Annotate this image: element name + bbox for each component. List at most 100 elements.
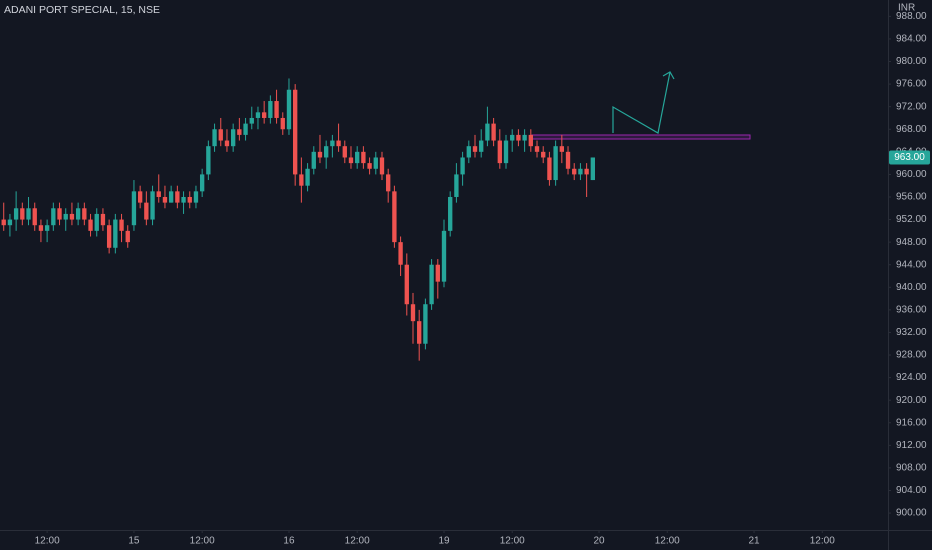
candle-body: [299, 174, 304, 186]
candle-body: [286, 89, 292, 130]
y-tick-label: 948.00: [896, 237, 927, 248]
candle-body: [100, 213, 106, 226]
candle-body: [330, 140, 335, 147]
candle-body: [534, 146, 540, 152]
candle-body: [125, 230, 130, 243]
candle-body: [63, 213, 68, 220]
x-tick-label: 21: [748, 536, 760, 547]
y-tick-label: 916.00: [896, 417, 927, 428]
candle-body: [181, 196, 186, 203]
last-price-badge: [889, 150, 930, 165]
candle-body: [317, 151, 323, 158]
candle-body: [44, 225, 50, 231]
candle-body: [243, 123, 248, 135]
candle-body: [572, 168, 577, 175]
x-tick-label: 12:00: [35, 536, 60, 547]
y-tick-label: 984.00: [896, 34, 927, 45]
candle-body: [361, 151, 366, 164]
candle-body: [547, 157, 552, 181]
x-tick-label: 15: [128, 536, 140, 547]
candle-body: [150, 191, 155, 220]
candle-body: [466, 146, 471, 158]
candle-body: [94, 213, 99, 231]
candle-body: [106, 225, 112, 248]
y-tick-label: 940.00: [896, 282, 927, 293]
candle-body: [553, 146, 558, 181]
candle-body: [88, 219, 93, 231]
candle-body: [559, 146, 564, 152]
candle-body: [255, 112, 261, 118]
candle-body: [137, 191, 143, 203]
candle-body: [379, 157, 385, 175]
candle-body: [386, 174, 391, 192]
x-tick-label: 12:00: [190, 536, 215, 547]
candle-body: [82, 208, 87, 220]
currency-label: INR: [898, 3, 915, 14]
candle-body: [212, 129, 217, 147]
candle-body: [472, 146, 478, 152]
candle-body: [503, 140, 509, 164]
candle-body: [224, 140, 230, 147]
candle-body: [541, 151, 546, 158]
y-tick-label: 936.00: [896, 305, 927, 316]
candle-body: [69, 213, 75, 220]
y-tick-label: 968.00: [896, 124, 927, 135]
candle-body: [261, 112, 267, 118]
candle-body: [510, 134, 515, 141]
candle-body: [522, 134, 527, 141]
candle-body: [454, 174, 459, 197]
candle-body: [175, 191, 180, 203]
candle-body: [491, 123, 496, 141]
x-tick-label: 19: [438, 536, 450, 547]
candle-body: [516, 134, 521, 141]
candle-body: [218, 129, 223, 141]
projection-arrow: [612, 71, 671, 134]
candle-body: [435, 264, 440, 282]
candle-body: [113, 219, 118, 248]
candle-body: [193, 191, 199, 203]
y-tick-label: 976.00: [896, 79, 927, 90]
last-price-label: 963.00: [894, 152, 925, 163]
candle-body: [429, 264, 434, 305]
candle-body: [423, 304, 428, 344]
chart-title: ADANI PORT SPECIAL, 15, NSE: [4, 4, 160, 16]
arrow-head: [662, 71, 675, 80]
x-tick-label: 12:00: [500, 536, 525, 547]
candle-body: [162, 196, 168, 203]
candle-body: [528, 134, 533, 147]
x-tick-label: 12:00: [655, 536, 680, 547]
x-tick-label: 12:00: [345, 536, 370, 547]
candle-body: [274, 101, 279, 118]
y-tick-label: 912.00: [896, 440, 927, 451]
candle-body: [144, 202, 149, 220]
candle-body: [57, 208, 62, 220]
candle-body: [367, 163, 372, 169]
candle-body: [410, 304, 416, 322]
candle-body: [237, 129, 242, 135]
y-tick-label: 932.00: [896, 327, 927, 338]
candle-body: [13, 208, 19, 220]
candle-body: [584, 168, 589, 175]
x-tick-label: 16: [283, 536, 295, 547]
candle-body: [249, 117, 254, 124]
candle-body: [460, 157, 465, 175]
candle-body: [578, 168, 583, 175]
y-tick-label: 972.00: [896, 101, 927, 112]
y-tick-label: 988.00: [896, 11, 927, 22]
candle-body: [131, 191, 137, 226]
resistance-zone: [531, 134, 751, 140]
candle-body: [448, 196, 453, 231]
candle-body: [398, 242, 403, 265]
candle-body: [199, 174, 205, 192]
candle-body: [311, 151, 316, 169]
candle-body: [38, 225, 44, 231]
candle-body: [51, 208, 56, 226]
candle-body: [305, 168, 310, 186]
candle-body: [336, 140, 341, 147]
y-tick-label: 924.00: [896, 372, 927, 383]
candle-body: [348, 157, 354, 164]
candle-body: [590, 157, 595, 181]
